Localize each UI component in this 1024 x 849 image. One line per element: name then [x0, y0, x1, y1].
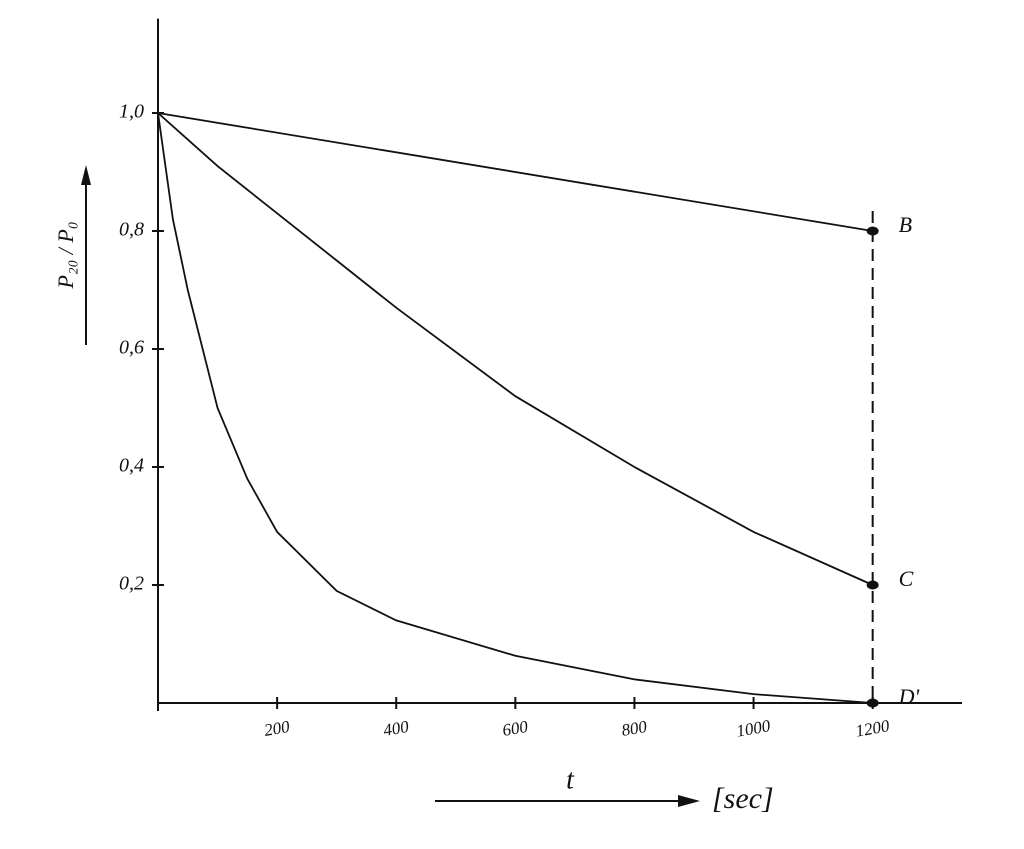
y-tick-label: 0,2 — [119, 573, 144, 595]
series-label: B — [899, 212, 912, 237]
series-label: C — [899, 566, 914, 591]
y-tick-label: 0,6 — [119, 337, 144, 359]
series-label: D' — [898, 684, 920, 709]
line-series — [157, 112, 874, 586]
x-tick-label: 400 — [382, 717, 411, 740]
x-axis-label: t — [566, 764, 575, 795]
line-series — [157, 112, 873, 232]
x-tick-label: 800 — [620, 717, 649, 740]
y-axis-label: P₂₀ / P₀ — [53, 222, 78, 290]
x-tick-label: 200 — [263, 717, 292, 740]
y-tick-label: 0,8 — [119, 219, 144, 241]
x-unit: [sec] — [712, 782, 774, 815]
y-tick-label: 1,0 — [119, 101, 144, 123]
y-tick-label: 0,4 — [119, 455, 144, 477]
y-arrow-head — [81, 165, 91, 185]
x-arrow-head — [678, 795, 700, 807]
x-tick-label: 1200 — [854, 716, 891, 741]
end-point — [866, 580, 879, 590]
line-series — [157, 112, 873, 704]
x-tick-label: 1000 — [735, 716, 772, 741]
end-point — [866, 698, 879, 708]
x-tick-label: 600 — [501, 717, 530, 740]
